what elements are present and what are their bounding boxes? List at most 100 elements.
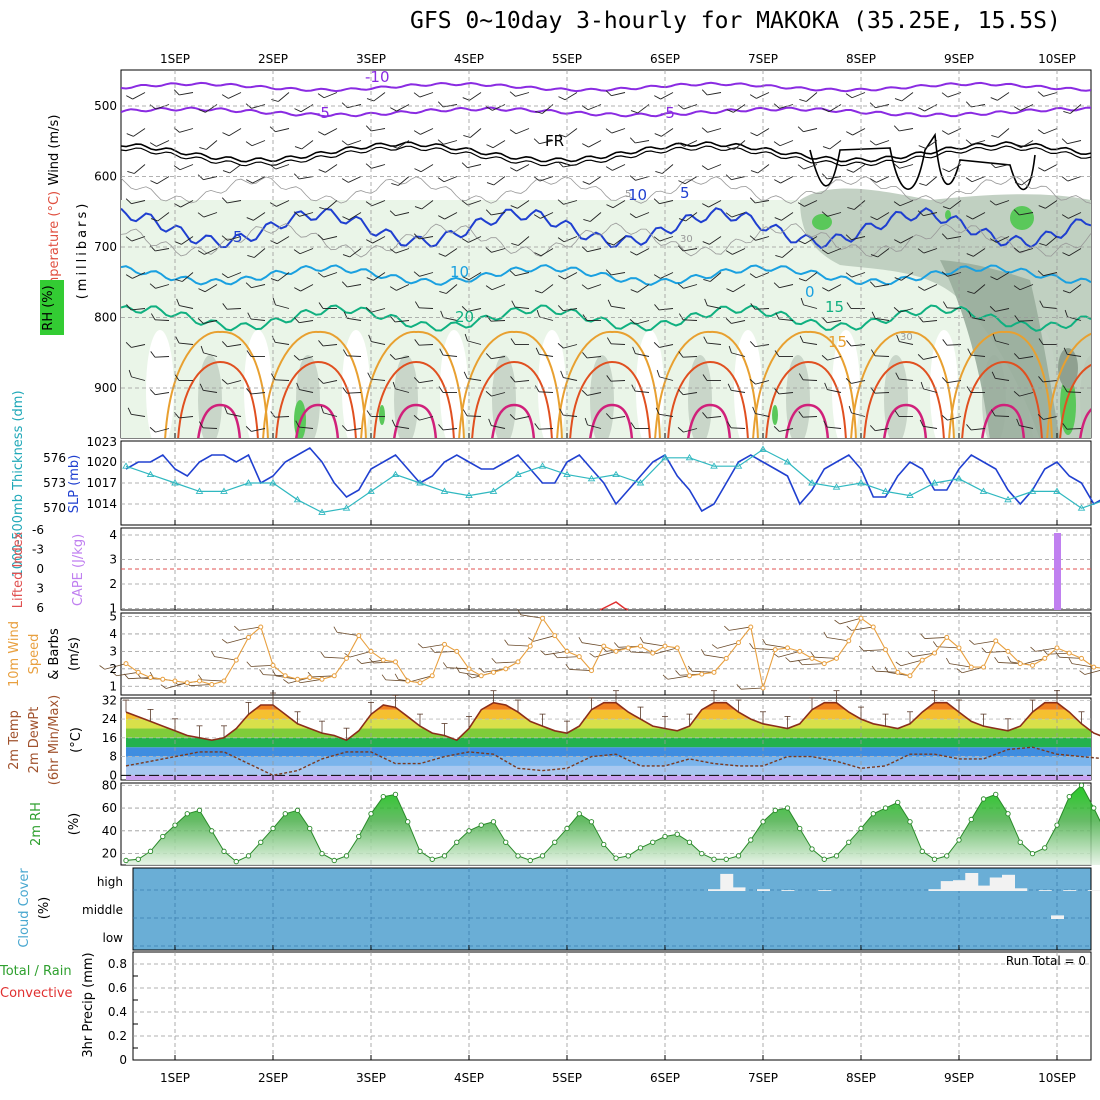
wind-barb [175,272,194,282]
barb-shaft [851,412,866,417]
barb-flag [917,286,925,291]
barb-shaft [1066,391,1082,393]
barb-shaft [251,140,266,147]
wind-barb [894,236,914,244]
barb-shaft [371,200,386,207]
barb-shaft [1043,380,1058,383]
barb-flag [509,414,516,420]
ytick-precip: 0.8 [108,957,127,971]
wind-barb [390,140,410,149]
wind10-barb [211,650,237,661]
wind-barb [774,388,794,395]
wind-barb [318,302,337,309]
barb-flag [1038,338,1044,345]
barb-shaft [655,647,678,654]
wind-barb [414,301,434,309]
rh-grey-blob [1058,348,1078,388]
ylabel-cloud: Cloud Cover [17,868,32,948]
rh2m-point [196,807,203,813]
wind-barb [703,272,722,282]
barb-flag [775,255,783,258]
barb-shaft [1020,140,1034,149]
barb-shaft [1019,356,1034,360]
ytick-li: 6 [36,601,44,615]
barb-flag [456,666,460,673]
barb-shaft [325,164,338,173]
barb-shaft [587,424,602,429]
rh2m-point [417,848,423,854]
barb-flag [342,349,348,356]
rh2m-point [993,791,999,798]
wind10-point [123,661,129,667]
wind-barb [533,176,554,182]
barb-flag [1030,646,1036,652]
cape-grid [121,528,1091,610]
barb-shaft [469,128,482,138]
wind10-barb [1068,657,1094,668]
ytick-cape: 1 [109,602,117,616]
barb-flag [557,237,565,243]
wind10-barb [246,661,274,667]
barb-shaft [828,284,842,292]
wind10-point [858,615,864,621]
barb-flag [485,106,493,111]
barb-flag [605,269,612,276]
wind10-barb [259,669,286,677]
wind10-point [883,647,888,653]
wind-barb [678,176,698,185]
barb-flag [1079,670,1085,675]
wind-barb [439,348,458,357]
barb-flag [413,233,420,240]
barb-flag [589,652,595,658]
barb-shaft [685,212,698,222]
thickness-point [1077,504,1086,511]
barb-shaft [299,389,314,393]
barb-shaft [419,380,434,384]
barb-flag [775,312,780,320]
precip-ylabels: Total / Rain Convective 3hr Precip (mm) [0,952,96,1057]
cloud-level-label: low [103,931,124,945]
wind-barb [893,307,914,313]
contour-30 [589,403,634,438]
thickness-point [244,479,253,486]
barb-flag [678,218,686,222]
barb-shaft [708,200,722,208]
barb-flag [798,411,804,418]
wind-barb [822,140,842,150]
wind-barb [557,236,578,243]
wind-barb [198,284,218,293]
barb-flag [870,216,878,221]
wind-barb [272,297,290,309]
wind-barb [149,283,170,289]
rh2m-point [392,791,399,798]
barb-flag [919,183,927,186]
contour-30 [295,403,340,438]
wind-barb [534,423,554,430]
barb-shaft [420,128,434,135]
wind10-barb [895,659,923,667]
wind-barb [677,140,698,147]
wind-barb [438,386,457,393]
day-label-top: 2SEP [258,52,288,66]
barb-flag [965,177,973,183]
wind-barb [1038,376,1058,383]
barb-shaft [659,376,674,381]
wind-barb [677,427,698,433]
barb-flag [1037,414,1044,420]
barb-shaft [132,272,146,279]
barb-flag [125,236,133,242]
wind-barb [197,318,218,324]
barb-shaft [1035,647,1058,652]
barb-flag [317,93,325,99]
wind-barb [894,272,914,281]
barb-shaft [925,140,938,149]
ytick-precip: 0.4 [108,1005,127,1019]
wind10-point [601,643,607,649]
barb-flag [438,253,446,257]
rh2m-point [307,825,313,832]
wind10-barb [517,609,543,619]
wind10-barb [123,673,151,680]
rh2m-point [454,839,460,845]
wind10-barb [724,625,751,631]
